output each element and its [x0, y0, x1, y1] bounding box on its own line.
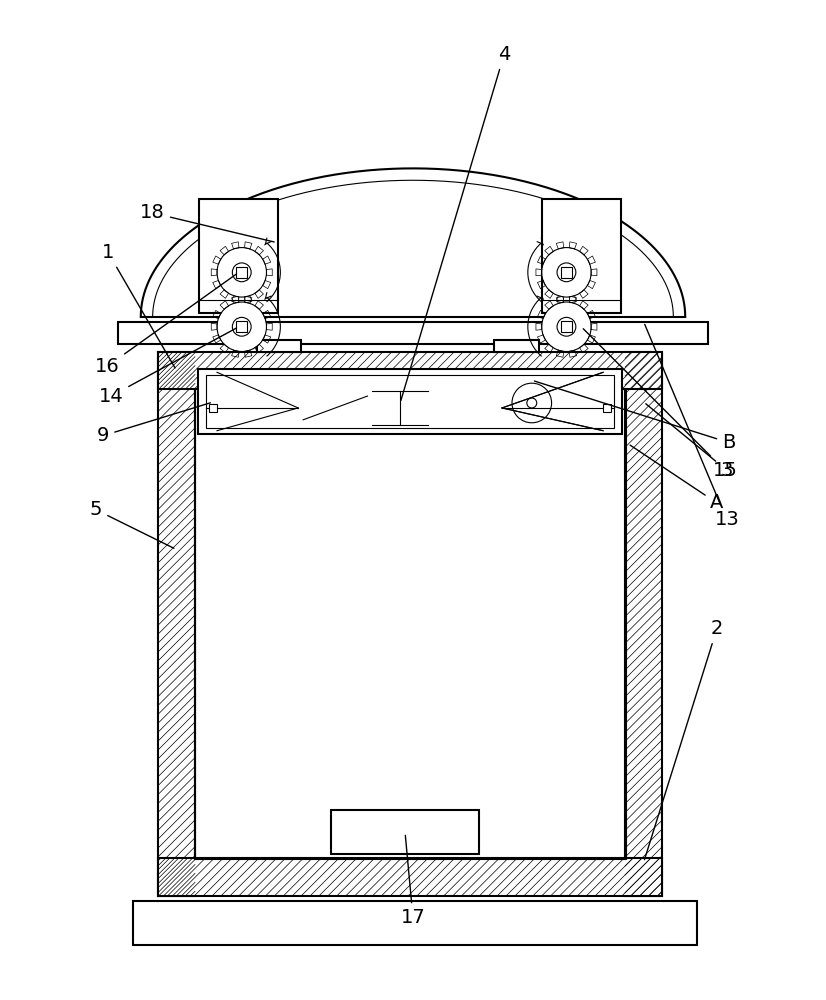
Bar [209, 404, 217, 412]
Bar [158, 352, 662, 389]
Text: 4: 4 [401, 45, 510, 400]
Text: 1: 1 [102, 243, 175, 368]
Bar [603, 404, 611, 412]
Bar [331, 810, 479, 854]
Bar [194, 388, 626, 859]
Circle shape [232, 317, 251, 336]
Bar [428, 391, 502, 425]
Bar [158, 352, 195, 896]
Text: 2: 2 [644, 619, 723, 860]
Bar [195, 389, 624, 858]
Text: 9: 9 [97, 403, 211, 445]
Bar [236, 321, 247, 332]
Circle shape [542, 302, 591, 352]
Bar [118, 322, 708, 344]
Text: 13: 13 [645, 324, 739, 529]
Bar [257, 340, 301, 352]
Bar [133, 901, 697, 945]
Bar [561, 321, 572, 332]
Bar [494, 340, 539, 352]
Text: B: B [534, 381, 735, 452]
Bar [542, 199, 621, 313]
Bar [561, 267, 572, 278]
Text: 17: 17 [401, 835, 425, 927]
Bar [199, 199, 278, 313]
Text: 16: 16 [95, 274, 236, 376]
Text: 18: 18 [140, 203, 274, 242]
Circle shape [557, 263, 576, 282]
Circle shape [542, 248, 591, 297]
Circle shape [557, 317, 576, 336]
Bar [158, 858, 662, 896]
Circle shape [217, 302, 267, 352]
Text: 3: 3 [646, 404, 733, 480]
Bar [206, 375, 614, 428]
Circle shape [217, 248, 267, 297]
Text: 14: 14 [98, 328, 236, 406]
Text: 5: 5 [90, 500, 174, 548]
Bar [624, 352, 662, 896]
Text: A: A [630, 445, 724, 512]
Bar [298, 391, 373, 425]
Bar [198, 369, 622, 434]
Circle shape [232, 263, 251, 282]
Text: 15: 15 [583, 329, 738, 480]
Bar [236, 267, 247, 278]
